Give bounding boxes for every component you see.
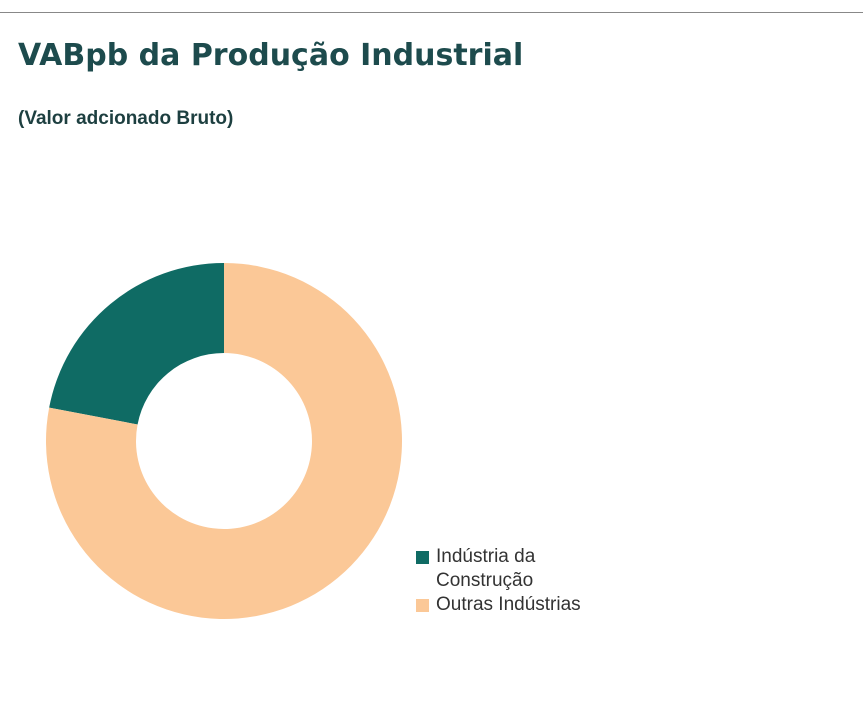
donut-slice xyxy=(49,263,225,425)
chart-subtitle: (Valor adcionado Bruto) xyxy=(18,108,234,129)
chart-title: VABpb da Produção Industrial xyxy=(18,38,524,73)
legend: Indústria da Construção Outras Indústrias xyxy=(414,545,584,617)
legend-item: Indústria da Construção xyxy=(414,545,584,593)
divider xyxy=(0,12,863,13)
legend-swatch xyxy=(416,599,429,612)
donut-slice xyxy=(45,263,402,619)
legend-swatch xyxy=(416,551,429,564)
legend-label: Indústria da Construção xyxy=(436,546,536,591)
legend-label: Outras Indústrias xyxy=(436,594,581,615)
legend-item: Outras Indústrias xyxy=(414,593,584,617)
